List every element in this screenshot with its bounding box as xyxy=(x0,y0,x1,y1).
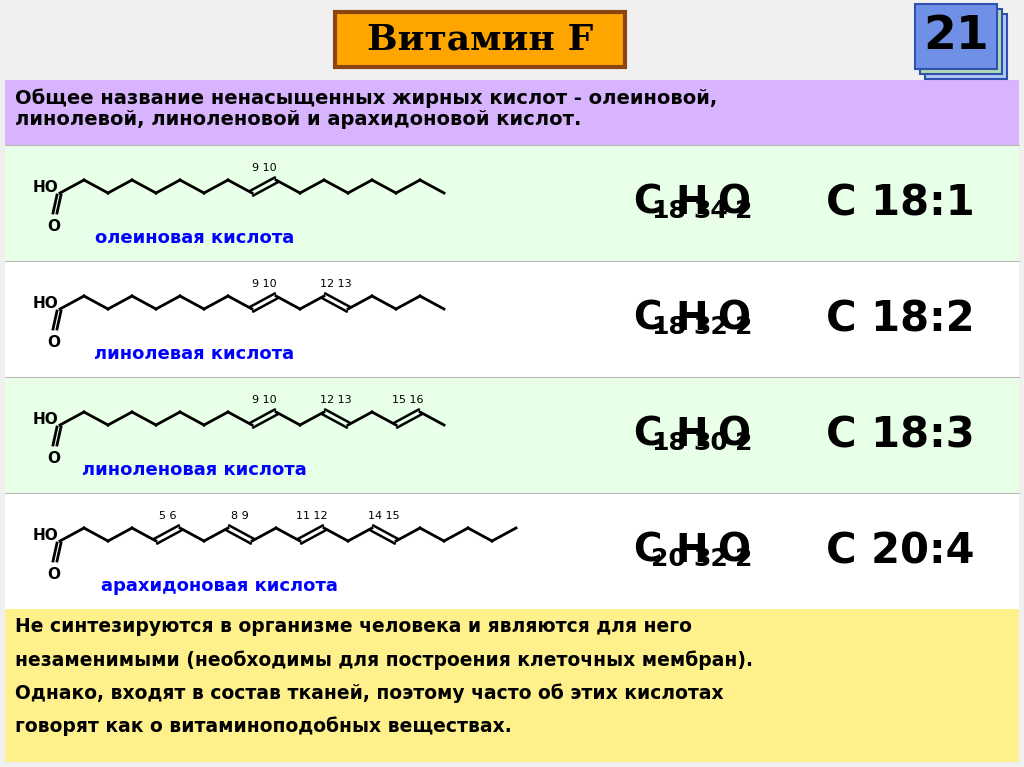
Text: С: С xyxy=(633,300,662,338)
Text: O: O xyxy=(47,451,60,466)
FancyBboxPatch shape xyxy=(925,14,1007,79)
Text: HO: HO xyxy=(32,297,58,311)
Text: 32: 32 xyxy=(693,315,728,339)
Text: 12 13: 12 13 xyxy=(321,279,352,289)
Text: линолевая кислота: линолевая кислота xyxy=(94,345,295,363)
Text: олеиновая кислота: олеиновая кислота xyxy=(95,229,294,247)
Text: линоленовая кислота: линоленовая кислота xyxy=(82,461,307,479)
Text: 9 10: 9 10 xyxy=(252,279,276,289)
Text: арахидоновая кислота: арахидоновая кислота xyxy=(101,577,338,595)
Text: O: O xyxy=(717,184,750,222)
Text: 9 10: 9 10 xyxy=(252,395,276,405)
Text: 30: 30 xyxy=(693,431,728,455)
FancyBboxPatch shape xyxy=(920,9,1002,74)
Text: H: H xyxy=(675,300,708,338)
Text: 15 16: 15 16 xyxy=(392,395,424,405)
Text: O: O xyxy=(717,416,750,454)
Text: 18: 18 xyxy=(651,431,686,455)
Text: С 18:1: С 18:1 xyxy=(825,182,975,224)
Text: HO: HO xyxy=(32,413,58,427)
Text: 14 15: 14 15 xyxy=(369,511,399,521)
Bar xyxy=(5,261,1019,377)
Text: 21: 21 xyxy=(923,14,989,59)
Text: O: O xyxy=(47,335,60,350)
Text: 2: 2 xyxy=(735,199,753,223)
Text: HO: HO xyxy=(32,528,58,544)
Text: Не синтезируются в организме человека и являются для него: Не синтезируются в организме человека и … xyxy=(15,617,692,636)
Text: говорят как о витаминоподобных веществах.: говорят как о витаминоподобных веществах… xyxy=(15,716,512,736)
Text: O: O xyxy=(47,567,60,582)
Text: 8 9: 8 9 xyxy=(231,511,249,521)
Text: незаменимыми (необходимы для построения клеточных мембран).: незаменимыми (необходимы для построения … xyxy=(15,650,753,670)
Text: С: С xyxy=(633,532,662,570)
Text: Общее название ненасыщенных жирных кислот - олеиновой,: Общее название ненасыщенных жирных кисло… xyxy=(15,88,717,107)
Text: H: H xyxy=(675,184,708,222)
Text: 2: 2 xyxy=(735,431,753,455)
Text: С: С xyxy=(633,184,662,222)
Bar xyxy=(5,609,1019,762)
Text: 20: 20 xyxy=(651,547,686,571)
Text: 32: 32 xyxy=(693,547,728,571)
Text: 11 12: 11 12 xyxy=(296,511,328,521)
Text: С: С xyxy=(633,416,662,454)
Text: 2: 2 xyxy=(735,315,753,339)
Bar xyxy=(5,493,1019,609)
Text: H: H xyxy=(675,416,708,454)
Text: С 18:2: С 18:2 xyxy=(825,298,974,340)
Text: O: O xyxy=(717,300,750,338)
Text: линолевой, линоленовой и арахидоновой кислот.: линолевой, линоленовой и арахидоновой ки… xyxy=(15,110,582,129)
Text: 5 6: 5 6 xyxy=(160,511,177,521)
Text: 9 10: 9 10 xyxy=(252,163,276,173)
Text: 18: 18 xyxy=(651,199,686,223)
Bar xyxy=(5,145,1019,261)
FancyBboxPatch shape xyxy=(335,12,625,67)
Bar xyxy=(5,377,1019,493)
Text: 34: 34 xyxy=(693,199,728,223)
Text: H: H xyxy=(675,532,708,570)
Text: 2: 2 xyxy=(735,547,753,571)
Text: С 18:3: С 18:3 xyxy=(825,414,975,456)
Text: Однако, входят в состав тканей, поэтому часто об этих кислотах: Однако, входят в состав тканей, поэтому … xyxy=(15,683,724,703)
Text: O: O xyxy=(717,532,750,570)
Bar xyxy=(5,80,1019,145)
Text: 12 13: 12 13 xyxy=(321,395,352,405)
Text: Витамин F: Витамин F xyxy=(367,22,593,57)
FancyBboxPatch shape xyxy=(915,4,997,69)
Text: 18: 18 xyxy=(651,315,686,339)
Text: O: O xyxy=(47,219,60,234)
Text: HO: HO xyxy=(32,180,58,196)
Text: С 20:4: С 20:4 xyxy=(825,530,974,572)
